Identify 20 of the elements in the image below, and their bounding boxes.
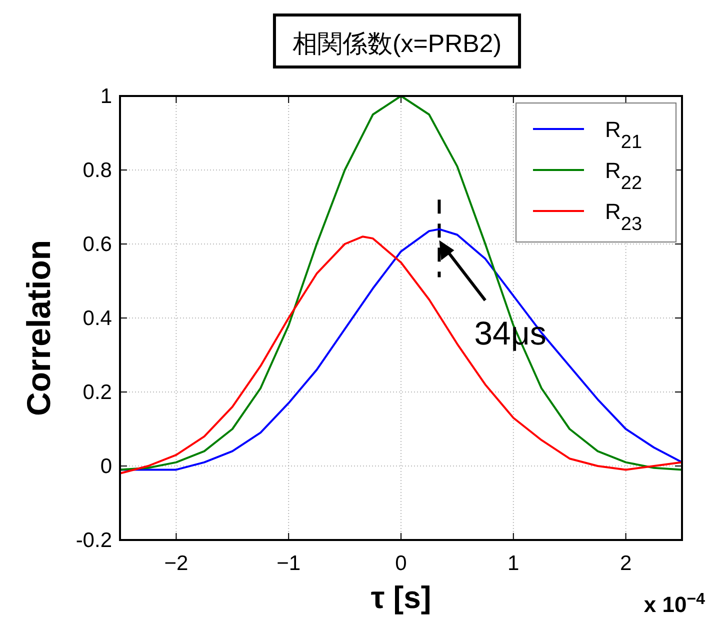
- y-tick-label: 0.6: [82, 233, 112, 256]
- y-tick-label: 0.2: [82, 381, 112, 404]
- y-tick-label: 0: [100, 455, 112, 478]
- legend-label: R$_{21}$: [605, 117, 642, 152]
- y-tick-label: 1: [100, 85, 112, 108]
- text: x 10$^{−4}$: [644, 590, 706, 617]
- line-series: [119, 95, 683, 471]
- legend-label: R$_{23}$: [605, 199, 642, 234]
- x-axis-title: τ [s]: [370, 580, 432, 615]
- legend-label: R$_{22}$: [605, 158, 642, 194]
- x-tick-label: 2: [620, 552, 632, 575]
- x-tick-label: 1: [508, 552, 520, 575]
- x-tick-label: 0: [395, 552, 407, 575]
- y-tick-label: -0.2: [76, 529, 112, 552]
- y-axis-title: Correlation: [20, 240, 57, 416]
- y-tick-label: 0.4: [82, 307, 112, 330]
- y-tick-label: 0.8: [82, 159, 112, 182]
- x-tick-label: −1: [276, 552, 301, 575]
- chart-title: 相関係数(x=PRB2): [292, 30, 502, 58]
- x-tick-label: −2: [164, 552, 188, 575]
